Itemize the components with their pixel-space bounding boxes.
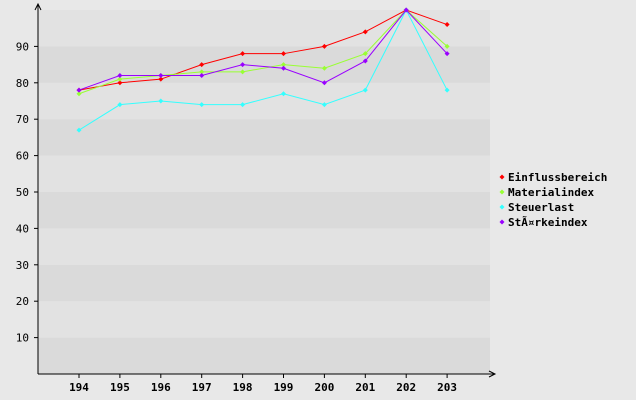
data-point [240, 69, 246, 75]
legend-marker [499, 204, 505, 210]
series-1 [76, 7, 450, 97]
x-tick-label: 202 [396, 381, 416, 394]
x-tick-label: 194 [69, 381, 89, 394]
data-point [321, 80, 327, 86]
data-point [199, 62, 205, 68]
series-line [78, 9, 448, 91]
data-point [321, 102, 327, 108]
grid-band [38, 337, 490, 374]
data-point [199, 69, 205, 75]
series-line [78, 9, 448, 95]
data-point [240, 62, 246, 68]
legend-marker [499, 174, 505, 180]
data-point [362, 29, 368, 35]
legend-marker [499, 219, 505, 225]
axes [34, 2, 497, 378]
x-axis-ticks: 194 195 196 197 198 199 200 201 202 203 [69, 374, 457, 394]
series-line [78, 9, 448, 91]
data-point [76, 91, 82, 97]
data-point [117, 73, 123, 79]
data-point [321, 65, 327, 71]
data-point [281, 91, 286, 97]
grid-band [38, 119, 490, 156]
data-point [240, 51, 246, 57]
data-point [362, 87, 368, 93]
grid-band [38, 192, 490, 229]
grid-band [38, 228, 490, 265]
series-3 [76, 7, 450, 93]
data-point [281, 65, 286, 71]
y-tick-label: 10 [16, 332, 29, 345]
legend: Einflussbereich Materialindex Steuerlast St… [499, 171, 607, 229]
y-tick-label: 60 [16, 150, 29, 163]
data-point [117, 76, 123, 82]
legend-label: Steuerlast [508, 201, 574, 214]
legend-label: Materialindex [508, 186, 594, 199]
data-point [158, 73, 164, 79]
y-axis-arrow [34, 2, 42, 11]
data-point [199, 73, 205, 79]
y-tick-label: 70 [16, 113, 29, 126]
data-point [76, 87, 82, 93]
x-tick-label: 200 [314, 381, 334, 394]
legend-marker [499, 189, 505, 195]
data-point [403, 7, 409, 13]
x-tick-label: 198 [233, 381, 253, 394]
series-2 [76, 7, 450, 133]
grid-band [38, 301, 490, 338]
grid-band [38, 82, 490, 120]
data-point [362, 58, 368, 64]
data-point [281, 62, 286, 68]
y-tick-label: 20 [16, 295, 29, 308]
data-point [362, 51, 368, 57]
x-tick-label: 196 [151, 381, 171, 394]
data-point [117, 102, 123, 108]
x-axis-arrow [488, 370, 497, 378]
data-point [158, 76, 164, 82]
grid-bands [38, 10, 490, 374]
data-point [117, 80, 123, 86]
y-axis-ticks: 10 20 30 40 50 60 70 80 90 [16, 40, 38, 345]
data-point [444, 87, 450, 93]
x-tick-label: 195 [110, 381, 130, 394]
x-tick-label: 197 [192, 381, 212, 394]
grid-band [38, 10, 490, 47]
y-tick-label: 50 [16, 186, 29, 199]
grid-band [38, 46, 490, 83]
x-tick-label: 199 [274, 381, 294, 394]
data-point [281, 51, 286, 57]
data-point [199, 102, 205, 108]
data-point [158, 98, 164, 104]
data-point [444, 51, 450, 57]
grid-band [38, 264, 490, 302]
grid-band [38, 155, 490, 192]
data-point [321, 43, 327, 49]
y-tick-label: 40 [16, 222, 29, 235]
data-point [76, 127, 82, 133]
data-point [444, 22, 450, 28]
y-tick-label: 80 [16, 77, 29, 90]
x-tick-label: 201 [355, 381, 375, 394]
y-tick-label: 30 [16, 259, 29, 272]
data-point [444, 43, 450, 49]
legend-label: Einflussbereich [508, 171, 607, 184]
series-group [76, 7, 450, 133]
y-tick-label: 90 [16, 40, 29, 53]
series-line [78, 8, 448, 131]
legend-label: StÃ¤rkeindex [508, 216, 588, 229]
data-point [240, 102, 246, 108]
x-tick-label: 203 [437, 381, 457, 394]
